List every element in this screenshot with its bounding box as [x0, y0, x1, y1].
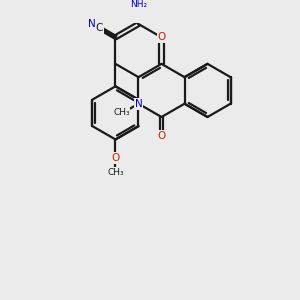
- Text: NH₂: NH₂: [130, 0, 147, 9]
- Text: O: O: [158, 130, 166, 141]
- Text: CH₃: CH₃: [107, 168, 124, 177]
- Text: CH₃: CH₃: [113, 108, 130, 117]
- Text: O: O: [111, 153, 120, 163]
- Text: N: N: [135, 99, 142, 109]
- Text: O: O: [158, 32, 166, 42]
- Text: N: N: [88, 19, 96, 28]
- Text: C: C: [96, 23, 103, 33]
